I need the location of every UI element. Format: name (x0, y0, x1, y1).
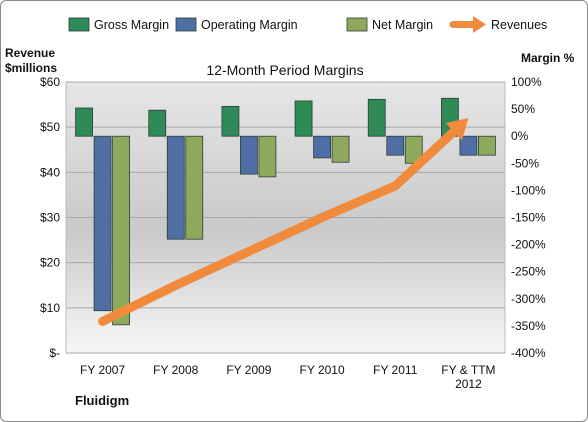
right-tick-label: -50% (511, 156, 539, 170)
x-tick-label: FY & TTM (441, 363, 495, 377)
right-tick-label: -400% (511, 346, 546, 360)
right-tick-label: 50% (511, 102, 535, 116)
right-tick-label: 0% (511, 129, 529, 143)
x-tick-label: FY 2010 (300, 363, 345, 377)
company-label: Fluidigm (75, 393, 129, 408)
left-axis-label-line2: $millions (5, 61, 57, 75)
x-tick-label: FY 2007 (80, 363, 125, 377)
chart-title: 12-Month Period Margins (206, 62, 363, 78)
left-tick-label: $50 (40, 120, 60, 134)
operating-margin-bar (459, 135, 478, 156)
right-tick-label: -200% (511, 238, 546, 252)
net-margin-bar (478, 135, 496, 156)
right-tick-label: -100% (511, 183, 546, 197)
x-tick-label: FY 2011 (373, 363, 418, 377)
right-tick-label: 100% (511, 75, 542, 89)
x-tick-label: 2012 (455, 377, 482, 391)
operating-margin-bar (386, 135, 405, 156)
x-tick-label: FY 2008 (153, 363, 198, 377)
legend-label-operating-margin: Operating Margin (201, 18, 298, 32)
gross-margin-bar (75, 107, 93, 137)
gross-margin-bar (294, 100, 313, 137)
left-tick-label: $20 (40, 256, 60, 270)
revenues-arrowhead (445, 118, 469, 141)
right-tick-label: -300% (511, 292, 546, 306)
legend-label-net-margin: Net Margin (372, 18, 433, 32)
revenues-line (98, 127, 459, 326)
net-margin-bar (331, 135, 350, 163)
operating-margin-bar (313, 135, 331, 159)
operating-margin-bar (240, 135, 258, 175)
left-tick-label: $- (49, 346, 60, 360)
x-tick-label: FY 2009 (226, 363, 271, 377)
legend: Gross Margin Operating Margin Net Margin Re… (68, 16, 547, 33)
legend-swatch-net-margin (346, 17, 368, 32)
gross-margin-bar (148, 109, 167, 137)
right-tick-label: -250% (511, 265, 546, 279)
legend-label-gross-margin: Gross Margin (94, 18, 169, 32)
right-tick-label: -350% (511, 319, 546, 333)
right-tick-label: -150% (511, 211, 546, 225)
operating-margin-bar (166, 135, 185, 240)
net-margin-bar (185, 135, 204, 240)
left-tick-label: $60 (40, 75, 60, 89)
gross-margin-bar (221, 105, 240, 137)
legend-arrowhead-revenues (473, 16, 486, 33)
operating-margin-bar (93, 135, 112, 312)
revenue-line (98, 118, 469, 326)
left-axis-label-line1: Revenue (5, 46, 55, 60)
right-axis-label: Margin % (521, 51, 575, 65)
gross-margin-bar (367, 98, 386, 137)
left-tick-label: $40 (40, 165, 60, 179)
left-tick-label: $30 (40, 211, 60, 225)
legend-swatch-gross-margin (68, 17, 90, 32)
legend-swatch-operating-margin (175, 17, 197, 32)
bars (75, 97, 496, 326)
left-tick-label: $10 (40, 301, 60, 315)
net-margin-bar (112, 135, 130, 326)
net-margin-bar (258, 135, 277, 178)
legend-label-revenues: Revenues (491, 18, 547, 32)
axes: $- $10 $20 $30 $40 $50 $60 -400% -350% -300% -250%… (40, 75, 546, 391)
